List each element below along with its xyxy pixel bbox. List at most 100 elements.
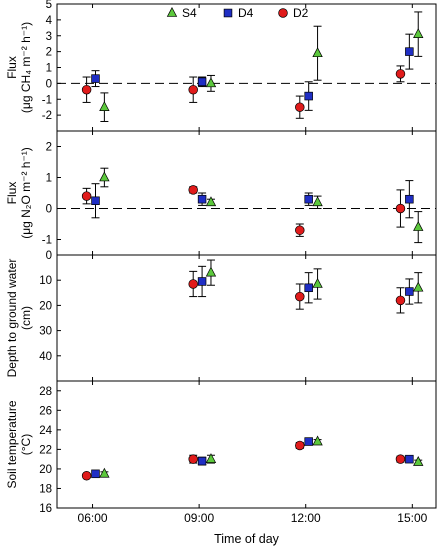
- series-D2: [81, 440, 406, 481]
- y-tick-label: -2: [42, 110, 52, 122]
- series-D4: [91, 180, 414, 219]
- legend-label: D2: [293, 6, 309, 20]
- panel-temp: 16 18 20 22 24 26 28 Soil temperature(°C): [5, 380, 437, 515]
- data-point-S4: [413, 28, 424, 38]
- data-point-S4: [312, 435, 323, 446]
- data-point-S4: [99, 467, 110, 478]
- legend-marker-S4: [166, 6, 178, 17]
- y-tick-label: -1: [42, 235, 52, 247]
- y-tick-label: -1: [42, 94, 52, 106]
- data-point-D2: [395, 69, 406, 79]
- data-point-D2: [188, 84, 198, 95]
- data-point-S4: [413, 221, 424, 231]
- y-tick-label: 24: [39, 425, 52, 437]
- data-point-D2: [395, 203, 406, 214]
- x-tick-label: 09:00: [184, 511, 214, 525]
- data-point-D4: [197, 456, 207, 466]
- y-axis-label-line: (μg N₂O m⁻² h⁻¹): [19, 147, 33, 239]
- data-point-D4: [304, 437, 313, 446]
- data-point-D4: [197, 277, 207, 286]
- data-point-D4: [91, 196, 100, 206]
- data-point-D2: [188, 454, 198, 464]
- x-axis-label: Time of day: [214, 532, 280, 546]
- series-D2: [81, 65, 406, 119]
- data-point-D2: [295, 440, 305, 451]
- series-D4: [197, 265, 414, 305]
- panel-frame: [56, 130, 437, 256]
- y-tick-label: 4: [46, 15, 53, 27]
- data-point-S4: [312, 196, 323, 207]
- data-point-D2: [395, 454, 406, 464]
- y-axis-label-line: (μg CH₄ m⁻² h⁻¹): [19, 22, 33, 113]
- panel-frame: [56, 380, 437, 509]
- y-tick-label: 30: [39, 326, 52, 338]
- y-tick-label: 40: [39, 351, 52, 363]
- y-tick-label: 18: [39, 483, 52, 495]
- data-point-D4: [304, 91, 313, 101]
- y-axis-label: Soil temperature(°C): [5, 400, 33, 488]
- y-tick-label: 2: [46, 47, 52, 59]
- data-point-D4: [91, 469, 100, 479]
- data-point-S4: [312, 47, 323, 58]
- data-point-S4: [413, 281, 424, 292]
- y-tick-label: 28: [39, 386, 52, 398]
- y-tick-label: 1: [46, 63, 52, 75]
- y-axis-label-line: Flux: [5, 182, 19, 205]
- y-tick-label: 2: [46, 142, 52, 154]
- y-tick-label: 26: [39, 405, 52, 417]
- data-point-S4: [205, 453, 217, 463]
- data-point-S4: [205, 266, 217, 277]
- data-point-S4: [312, 277, 323, 288]
- y-tick-label: 10: [39, 275, 52, 287]
- data-point-D2: [188, 279, 198, 289]
- series-S4: [99, 11, 424, 122]
- series-D2: [81, 185, 406, 237]
- data-point-S4: [413, 456, 424, 466]
- y-axis-label-line: Flux: [5, 56, 19, 79]
- x-tick-label: 06:00: [78, 511, 108, 525]
- data-point-S4: [99, 171, 110, 182]
- y-tick-label: 0: [46, 78, 52, 90]
- y-axis-label: Flux(μg N₂O m⁻² h⁻¹): [5, 147, 33, 239]
- series-S4: [99, 167, 424, 244]
- series-D4: [91, 33, 414, 111]
- legend-label: D4: [238, 6, 254, 20]
- panel-n2o: -1 0 1 2 Flux(μg N₂O m⁻² h⁻¹): [5, 130, 437, 256]
- data-point-D2: [295, 225, 305, 235]
- y-tick-label: 20: [39, 300, 52, 312]
- series-D4: [91, 437, 414, 479]
- panel-frame: [56, 3, 437, 132]
- x-tick-label: 12:00: [291, 511, 321, 525]
- panel-frame: [56, 254, 437, 382]
- data-point-D4: [405, 454, 414, 464]
- y-tick-label: 16: [39, 503, 52, 515]
- y-tick-label: 20: [39, 464, 52, 476]
- data-point-S4: [205, 77, 217, 88]
- data-point-D2: [188, 185, 198, 195]
- series-D2: [188, 270, 406, 314]
- y-axis-label-line: Depth to ground water: [5, 259, 19, 378]
- legend-marker-D4: [223, 8, 233, 18]
- data-point-D4: [405, 287, 414, 296]
- y-axis-label-line: (°C): [19, 434, 33, 455]
- data-point-D2: [81, 84, 92, 95]
- y-axis-label-line: Soil temperature: [5, 400, 19, 488]
- data-point-D4: [405, 47, 414, 56]
- data-point-D4: [304, 194, 313, 204]
- data-point-D4: [197, 77, 207, 87]
- data-point-D2: [81, 471, 92, 481]
- data-point-D4: [197, 194, 207, 204]
- panel-water: 0 10 20 30 40 Depth to ground water(cm): [5, 250, 437, 382]
- y-tick-label: 0: [46, 204, 52, 216]
- legend: S4 D4 D2: [166, 6, 309, 20]
- x-tick-label: 15:00: [397, 511, 427, 525]
- data-point-D4: [91, 74, 100, 83]
- y-tick-label: 22: [39, 444, 52, 456]
- y-axis-label: Flux(μg CH₄ m⁻² h⁻¹): [5, 22, 33, 113]
- y-tick-label: 1: [46, 173, 52, 185]
- data-point-D4: [304, 283, 313, 293]
- data-point-D2: [295, 102, 305, 112]
- y-axis-label: Depth to ground water(cm): [5, 259, 33, 378]
- data-point-D2: [295, 291, 305, 302]
